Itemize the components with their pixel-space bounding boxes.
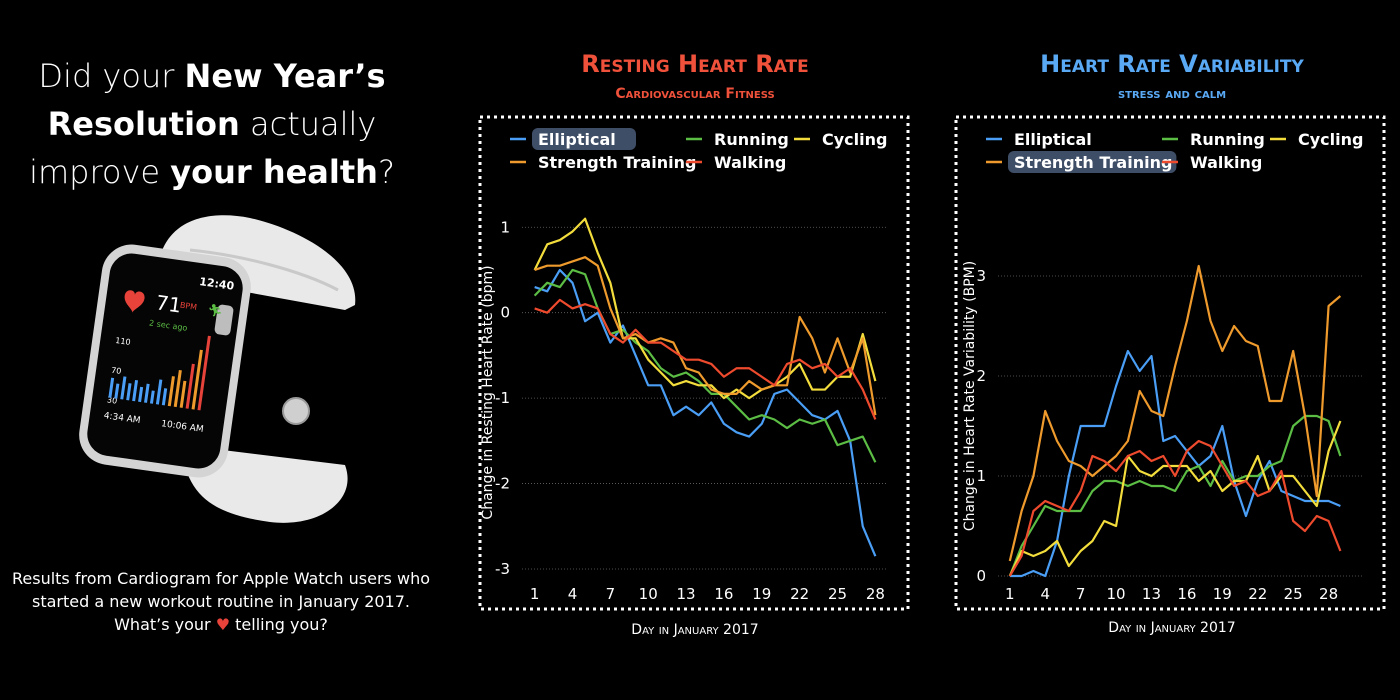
x-tick-label: 7: [606, 585, 616, 603]
y-tick-label: -1: [495, 389, 510, 407]
apple-watch-image: 12:40 71 BPM 🏃︎ 2 sec ago 110 70 30 4:34…: [79, 215, 356, 523]
y-tick-label: 0: [976, 567, 986, 585]
chart1-xlabel: Day in January 2017: [631, 622, 759, 638]
watch-time: 12:40: [198, 275, 235, 293]
x-tick-label: 25: [828, 585, 847, 603]
x-tick-label: 1: [1005, 585, 1015, 603]
legend-highlight: [532, 128, 636, 150]
legend-label: Elliptical: [1014, 130, 1092, 149]
y-axis-label: Change in Heart Rate Variability (BPM): [962, 261, 978, 531]
legend-label: Cycling: [1298, 130, 1363, 149]
y-tick-label: 2: [976, 367, 986, 385]
x-tick-label: 16: [1177, 585, 1196, 603]
watch-bpm-unit: BPM: [179, 301, 197, 312]
svg-text:70: 70: [111, 366, 122, 376]
series-line-walking: [534, 298, 877, 420]
y-tick-label: 0: [500, 304, 510, 322]
chart2-title: Heart Rate Variability: [1040, 50, 1304, 78]
chart2-xlabel: Day in January 2017: [1108, 620, 1236, 636]
caption: Results from Cardiogram for Apple Watch …: [11, 569, 430, 634]
y-tick-label: 3: [976, 267, 986, 285]
x-tick-label: 28: [866, 585, 885, 603]
x-tick-label: 7: [1076, 585, 1086, 603]
series-line-elliptical: [534, 268, 877, 557]
y-tick-label: 1: [976, 467, 986, 485]
x-tick-label: 22: [1248, 585, 1267, 603]
x-tick-label: 25: [1284, 585, 1303, 603]
legend-label: Walking: [714, 153, 786, 172]
watch-bpm: 71: [154, 290, 183, 317]
heart-icon: ♥: [215, 615, 231, 634]
legend-label: Running: [1190, 130, 1265, 149]
svg-text:110: 110: [115, 336, 131, 347]
x-tick-label: 13: [677, 585, 696, 603]
chart-frame: [478, 115, 910, 611]
legend-label: Elliptical: [538, 130, 616, 149]
series-line-running: [1008, 414, 1342, 577]
legend-label: Walking: [1190, 153, 1262, 172]
series-line-elliptical: [1009, 349, 1341, 578]
heart-icon: [124, 290, 145, 313]
series-line-walking: [1008, 439, 1342, 577]
x-tick-label: 19: [752, 585, 771, 603]
series-line-cycling: [533, 217, 877, 400]
y-axis-label: Change in Resting Heart Rate (bpm): [480, 265, 496, 519]
x-tick-label: 13: [1142, 585, 1161, 603]
x-tick-label: 19: [1213, 585, 1232, 603]
legend-label: Strength Training: [538, 153, 696, 172]
series-line-running: [533, 268, 877, 463]
x-tick-label: 28: [1319, 585, 1338, 603]
y-tick-label: 1: [500, 218, 510, 236]
x-tick-label: 10: [639, 585, 658, 603]
x-tick-label: 4: [1040, 585, 1050, 603]
series-line-cycling: [1008, 420, 1342, 577]
x-tick-label: 4: [568, 585, 578, 603]
x-tick-label: 16: [714, 585, 733, 603]
chart1-subtitle: Cardiovascular Fitness: [615, 86, 775, 102]
x-tick-label: 1: [530, 585, 540, 603]
legend-label: Cycling: [822, 130, 887, 149]
headline: Did your New Year’s Resolution actually …: [29, 57, 395, 191]
legend-label: Strength Training: [1014, 153, 1172, 172]
series-line-strength-training: [1008, 264, 1342, 562]
chart1-title: Resting Heart Rate: [581, 50, 809, 78]
chart2-subtitle: stress and calm: [1117, 86, 1227, 102]
running-icon: 🏃︎: [207, 302, 224, 318]
series-line-strength-training: [534, 256, 877, 416]
legend-label: Running: [714, 130, 789, 149]
y-tick-label: -2: [495, 475, 510, 493]
chart-frame: [954, 115, 1386, 611]
legend-highlight: [1008, 151, 1177, 173]
x-tick-label: 10: [1107, 585, 1126, 603]
svg-text:30: 30: [106, 395, 117, 405]
x-tick-label: 22: [790, 585, 809, 603]
y-tick-label: -3: [495, 560, 510, 578]
watch-cardiogram: [108, 335, 211, 411]
